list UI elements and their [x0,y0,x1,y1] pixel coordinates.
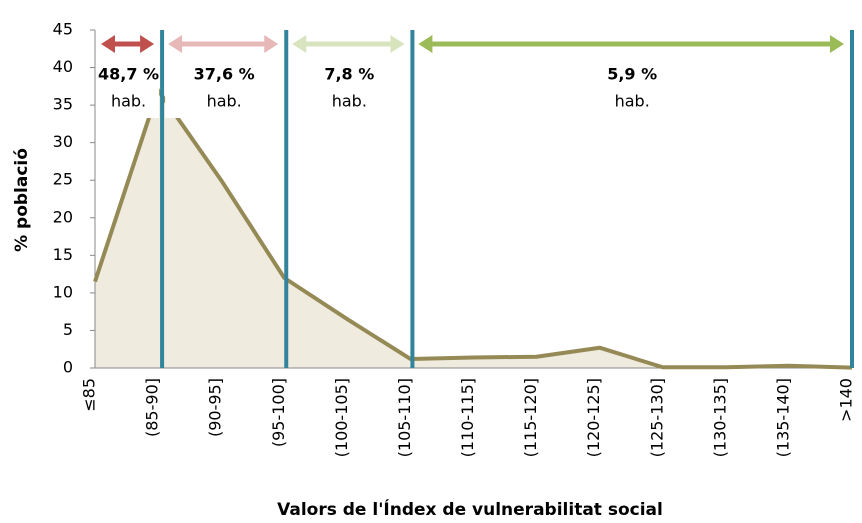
x-tick-label: (135-140] [773,378,792,457]
x-tick-label: (90-95] [206,378,225,437]
arrow-head [830,35,844,53]
x-axis-title: Valors de l'Índex de vulnerabilitat soci… [277,498,663,520]
arrow-head [264,35,279,53]
x-tick-label: (85-90] [143,378,162,437]
annotation-label: 5,9 % [607,65,657,84]
y-tick-label: 10 [53,282,73,301]
x-tick-label: (130-135] [710,378,729,457]
y-tick-label: 35 [53,95,73,114]
annotation-unit: hab. [615,92,650,111]
y-tick-label: 20 [53,207,73,226]
arrow-head [292,35,307,53]
x-tick-label: (100-105] [332,378,351,457]
arrow-head [390,35,405,53]
y-tick-label: 25 [53,170,73,189]
label-box [289,60,370,118]
y-tick-label: 30 [53,132,73,151]
y-tick-label: 15 [53,245,73,264]
annotation-unit: hab. [111,92,146,111]
y-tick-label: 45 [53,20,73,39]
x-tick-label: (120-125] [584,378,603,457]
annotation-unit: hab. [207,92,242,111]
x-tick-label: (125-130] [647,378,666,457]
label-box [165,60,246,118]
y-axis-title: % població [12,148,32,252]
arrow-head [418,35,433,53]
arrow-head [168,35,183,53]
label-box [98,60,160,118]
annotation-label: 7,8 % [324,65,374,84]
x-tick-label: (95-100] [269,378,288,447]
arrow-head [101,35,115,53]
arrow-head [140,35,155,53]
x-tick-label: (115-120] [521,378,540,457]
x-tick-label: (105-110] [395,378,414,457]
y-tick-label: 40 [53,57,73,76]
y-tick-label: 5 [63,320,73,339]
area-fill [95,90,852,368]
x-tick-label: (110-115] [458,378,477,457]
annotation-unit: hab. [332,92,367,111]
annotation-label: 48,7 % [98,65,159,84]
x-tick-label: >140 [837,378,856,422]
area-line [93,88,853,370]
y-tick-label: 0 [63,358,73,377]
annotation-label: 37,6 % [194,65,255,84]
x-tick-label: ≤85 [80,378,99,412]
